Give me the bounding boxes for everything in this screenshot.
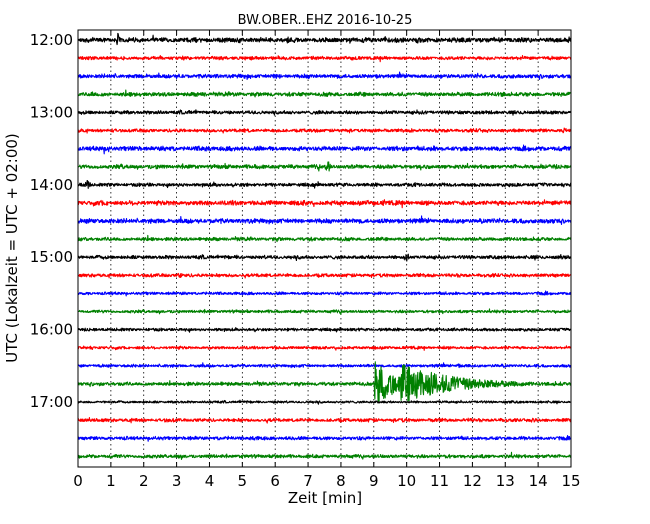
trace-1330 xyxy=(77,144,572,155)
x-tick-label: 15 xyxy=(561,472,580,490)
x-tick-label: 8 xyxy=(336,472,346,490)
trace-1700 xyxy=(77,399,572,405)
trace-1730 xyxy=(77,434,572,442)
y-tick-label: 17:00 xyxy=(30,393,73,411)
trace-1400 xyxy=(77,180,572,189)
x-tick-label: 9 xyxy=(369,472,379,490)
x-axis-ticks: 0 1 2 3 4 5 6 7 8 9 10 11 12 13 14 15 xyxy=(73,30,581,490)
x-tick-label: 10 xyxy=(397,472,416,490)
trace-1715 xyxy=(77,417,572,424)
trace-1315 xyxy=(77,127,572,134)
trace-1645 xyxy=(77,361,572,403)
trace-1245 xyxy=(77,89,572,98)
x-tick-label: 3 xyxy=(172,472,182,490)
y-axis-ticks: 12:00 13:00 14:00 15:00 16:00 17:00 xyxy=(30,31,571,411)
y-tick-label: 12:00 xyxy=(30,31,73,49)
trace-1300 xyxy=(77,109,572,116)
trace-1230 xyxy=(77,71,572,80)
trace-1345 xyxy=(77,161,572,172)
plot-frame xyxy=(77,29,572,468)
y-tick-label: 14:00 xyxy=(30,176,73,194)
chart-title: BW.OBER..EHZ 2016-10-25 xyxy=(238,13,413,28)
x-tick-label: 11 xyxy=(430,472,449,490)
trace-1415 xyxy=(77,199,572,209)
vertical-gridlines xyxy=(110,30,539,467)
trace-layer xyxy=(77,32,572,460)
y-tick-label: 13:00 xyxy=(30,103,73,121)
trace-1215 xyxy=(77,55,572,63)
trace-1515 xyxy=(77,272,572,279)
y-axis-label: UTC (Lokalzeit = UTC + 02:00) xyxy=(3,133,21,363)
x-tick-label: 2 xyxy=(139,472,149,490)
trace-1630 xyxy=(77,362,572,369)
trace-1445 xyxy=(77,234,572,243)
trace-1530 xyxy=(77,290,572,297)
x-axis-label: Zeit [min] xyxy=(288,489,362,507)
x-tick-label: 5 xyxy=(238,472,248,490)
trace-1200 xyxy=(77,32,572,46)
trace-1430 xyxy=(77,215,572,226)
trace-1545 xyxy=(77,308,572,315)
x-tick-label: 6 xyxy=(270,472,280,490)
x-tick-label: 4 xyxy=(205,472,215,490)
x-tick-label: 7 xyxy=(303,472,313,490)
x-tick-label: 0 xyxy=(73,472,83,490)
x-tick-label: 13 xyxy=(496,472,515,490)
trace-1745 xyxy=(77,451,572,460)
trace-1500 xyxy=(77,253,572,262)
y-tick-label: 15:00 xyxy=(30,248,73,266)
y-tick-label: 16:00 xyxy=(30,321,73,339)
trace-1615 xyxy=(77,345,572,351)
x-tick-label: 14 xyxy=(529,472,548,490)
x-tick-label: 1 xyxy=(106,472,116,490)
trace-1600 xyxy=(77,326,572,333)
x-tick-label: 12 xyxy=(463,472,482,490)
